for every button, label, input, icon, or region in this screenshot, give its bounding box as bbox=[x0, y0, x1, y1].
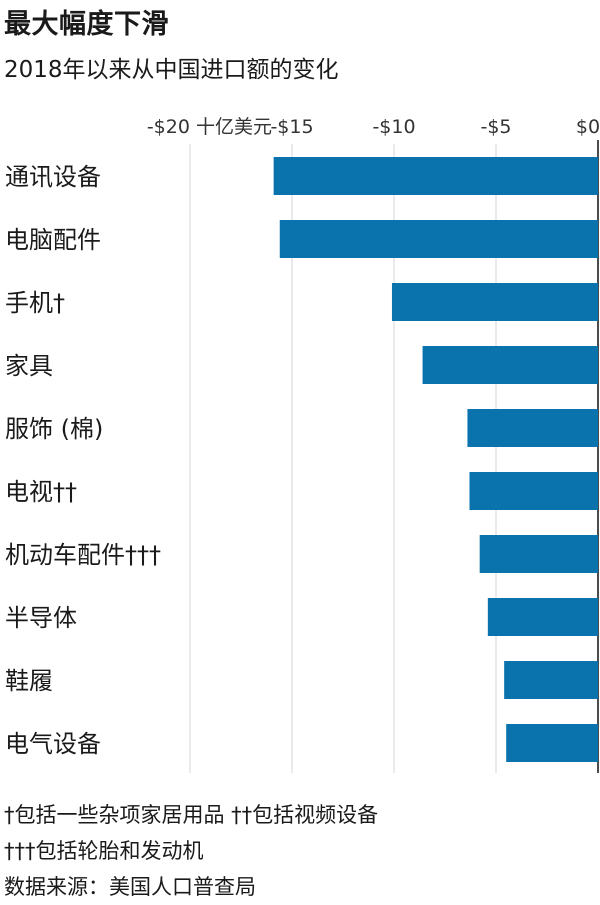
category-label: 家具 bbox=[5, 352, 53, 380]
footnote-line-2: †††包括轮胎和发动机 bbox=[4, 839, 204, 863]
category-label: 鞋履 bbox=[5, 667, 53, 695]
footnote-line-1: †包括一些杂项家居用品 ††包括视频设备 bbox=[4, 803, 379, 827]
bar bbox=[487, 598, 598, 636]
x-tick-label: -$10 bbox=[372, 116, 415, 138]
x-tick-label: $0 bbox=[576, 116, 600, 138]
x-tick-label: -$5 bbox=[480, 116, 511, 138]
bar bbox=[504, 661, 598, 699]
bar bbox=[273, 157, 598, 195]
footnotes: †包括一些杂项家居用品 ††包括视频设备 †††包括轮胎和发动机 数据来源：美国… bbox=[4, 797, 378, 905]
bar bbox=[469, 472, 598, 510]
bar bbox=[422, 346, 598, 384]
bar bbox=[467, 409, 598, 447]
source-note: 数据来源：美国人口普查局 bbox=[4, 875, 256, 899]
category-label: 机动车配件††† bbox=[5, 541, 161, 569]
chart-subtitle: 2018年以来从中国进口额的变化 bbox=[4, 57, 339, 83]
category-label: 半导体 bbox=[5, 604, 77, 632]
x-tick-label: -$15 bbox=[270, 116, 313, 138]
category-label: 手机† bbox=[5, 289, 65, 317]
category-label: 通讯设备 bbox=[5, 163, 101, 191]
x-tick-label: -$20 十亿美元 bbox=[147, 116, 272, 138]
category-label: 电脑配件 bbox=[5, 226, 101, 254]
bar bbox=[479, 535, 598, 573]
bar bbox=[279, 220, 598, 258]
bar bbox=[506, 724, 598, 762]
chart-title: 最大幅度下滑 bbox=[4, 9, 169, 40]
category-label: 电气设备 bbox=[5, 730, 101, 758]
bar bbox=[391, 283, 598, 321]
bars bbox=[273, 157, 598, 762]
category-label: 电视†† bbox=[5, 478, 77, 506]
category-label: 服饰 (棉) bbox=[5, 415, 103, 443]
x-axis-ticks: -$20 十亿美元-$15 -$10 -$5 $0 bbox=[147, 116, 600, 138]
